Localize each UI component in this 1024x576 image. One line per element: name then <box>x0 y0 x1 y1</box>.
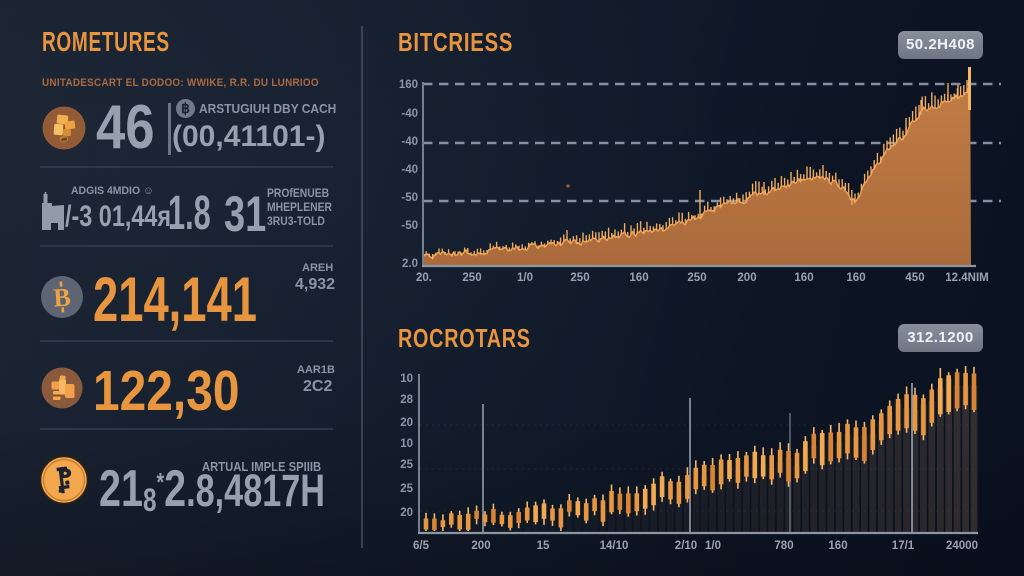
svg-text:20.: 20. <box>416 272 432 284</box>
svg-text:10: 10 <box>400 438 413 450</box>
svg-text:1/0: 1/0 <box>517 272 533 284</box>
svg-text:25: 25 <box>400 483 413 495</box>
svg-text:-40: -40 <box>401 136 418 148</box>
svg-text:25: 25 <box>400 459 413 471</box>
svg-text:780: 780 <box>774 540 793 552</box>
svg-text:250: 250 <box>570 272 589 284</box>
svg-text:-50: -50 <box>401 220 418 232</box>
svg-text:200: 200 <box>737 272 756 284</box>
svg-text:10: 10 <box>400 373 413 385</box>
svg-text:160: 160 <box>828 540 847 552</box>
svg-text:160: 160 <box>846 272 865 284</box>
svg-text:-50: -50 <box>401 192 418 204</box>
svg-text:2.0: 2.0 <box>402 258 418 270</box>
svg-text:24000: 24000 <box>946 540 978 552</box>
svg-text:28: 28 <box>400 394 413 406</box>
svg-text:-40: -40 <box>401 164 418 176</box>
svg-text:17/1: 17/1 <box>892 540 915 552</box>
svg-text:160: 160 <box>629 272 648 284</box>
svg-text:1/0: 1/0 <box>705 540 721 552</box>
svg-text:B: B <box>52 282 71 312</box>
svg-text:200: 200 <box>471 540 490 552</box>
svg-text:14/10: 14/10 <box>600 540 629 552</box>
svg-text:250: 250 <box>462 272 481 284</box>
svg-text:160: 160 <box>794 272 813 284</box>
svg-text:450: 450 <box>905 272 924 284</box>
svg-text:2/10: 2/10 <box>675 540 697 552</box>
svg-text:12.4NIM: 12.4NIM <box>945 272 988 284</box>
svg-text:20: 20 <box>400 507 413 519</box>
svg-text:20: 20 <box>400 417 413 429</box>
svg-text:-40: -40 <box>401 108 418 120</box>
svg-text:250: 250 <box>687 272 706 284</box>
svg-text:160: 160 <box>399 79 418 91</box>
svg-text:6/5: 6/5 <box>413 540 430 552</box>
svg-text:15: 15 <box>537 540 550 552</box>
